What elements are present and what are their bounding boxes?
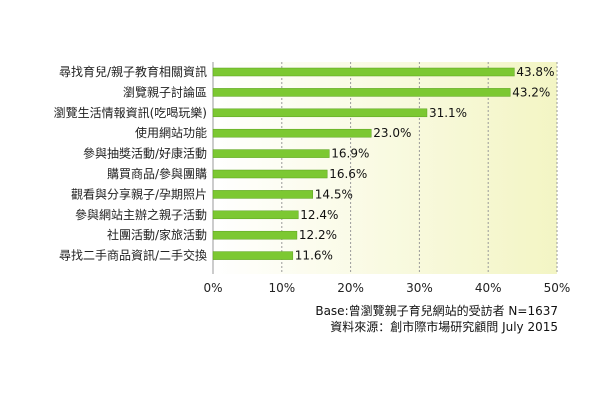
value-label: 23.0% (373, 126, 411, 140)
category-label: 觀看與分享親子/孕期照片 (71, 186, 207, 201)
category-label: 尋找二手商品資訊/二手交換 (59, 248, 207, 263)
x-axis-ticks: 0% 10% 20% 30% 40% 50% (203, 281, 570, 295)
bar (212, 210, 299, 220)
value-label: 14.5% (315, 187, 353, 201)
category-label: 參與抽獎活動/好康活動 (83, 146, 207, 161)
category-label: 參與網站主辦之親子活動 (75, 207, 207, 222)
bar (212, 230, 298, 240)
bar (212, 67, 515, 77)
footnote-base: Base:曾瀏覽親子育兒網站的受訪者 N=1637 (315, 304, 558, 318)
bar (212, 169, 328, 179)
category-label: 使用網站功能 (135, 125, 207, 140)
category-label: 瀏覽生活情報資訊(吃喝玩樂) (54, 105, 207, 120)
value-label: 12.4% (300, 208, 338, 222)
value-label: 11.6% (295, 249, 333, 263)
category-label: 尋找育兒/親子教育相關資訊 (59, 64, 207, 79)
x-tick-label: 40% (475, 281, 502, 295)
bar (212, 251, 294, 260)
value-label: 16.6% (329, 167, 367, 181)
bar (212, 88, 511, 97)
x-tick-label: 0% (203, 281, 222, 295)
x-tick-label: 10% (268, 281, 295, 295)
value-label: 16.9% (331, 147, 369, 161)
value-label: 43.8% (516, 65, 554, 79)
bar (212, 128, 372, 138)
value-label: 31.1% (429, 106, 467, 120)
x-tick-label: 50% (544, 281, 571, 295)
bar (212, 149, 330, 158)
bars (212, 67, 515, 260)
x-tick-label: 30% (406, 281, 433, 295)
value-labels: 43.8% 43.2% 31.1% 23.0% 16.9% 16.6% 14.5% 12.4%… (295, 65, 555, 263)
value-label: 12.2% (299, 228, 337, 242)
category-label: 瀏覽親子討論區 (123, 84, 207, 99)
bar (212, 108, 428, 118)
category-label: 社團活動/家旅活動 (107, 227, 207, 242)
x-tick-label: 20% (337, 281, 364, 295)
category-label: 購買商品/參與團購 (107, 166, 207, 181)
value-label: 43.2% (512, 85, 550, 99)
footnote-source: 資料來源：創市際市場研究顧問 July 2015 (330, 320, 558, 334)
bar (212, 190, 314, 199)
